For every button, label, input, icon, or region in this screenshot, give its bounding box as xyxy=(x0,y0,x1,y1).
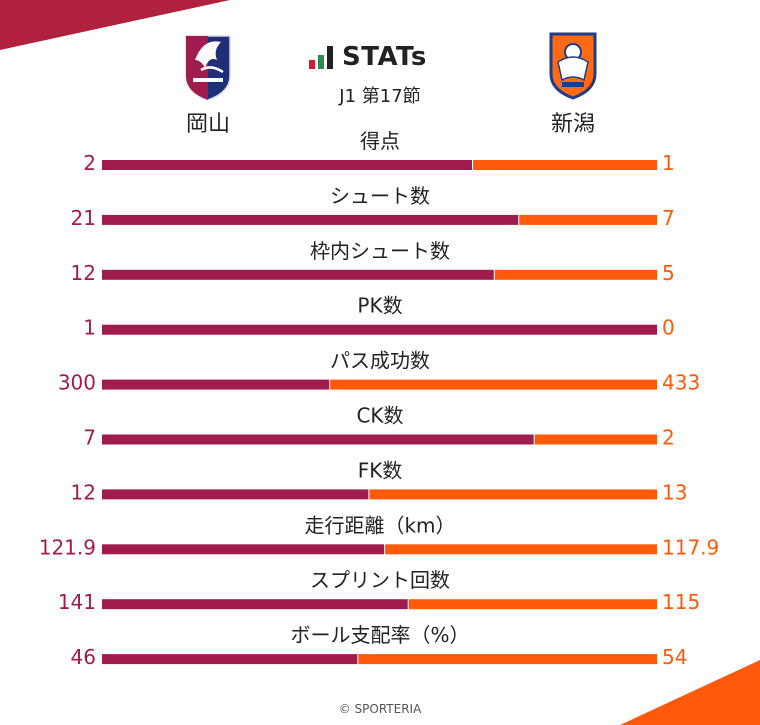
stats-brand: STATs xyxy=(308,42,427,72)
stat-label: スプリント回数 xyxy=(310,568,450,592)
fagiano-okayama-logo xyxy=(185,35,231,101)
away-value-label: 117.9 xyxy=(662,535,719,559)
home-value-label: 46 xyxy=(71,645,96,669)
away-bar xyxy=(408,599,657,610)
match-round: J1 第17節 xyxy=(339,86,421,107)
home-bar xyxy=(102,160,472,170)
home-value-label: 2 xyxy=(83,151,96,175)
away-value-label: 115 xyxy=(662,590,700,614)
stat-label: CK数 xyxy=(356,404,403,428)
stats-bars-icon xyxy=(309,46,333,69)
away-bar xyxy=(385,544,657,555)
home-value-label: 300 xyxy=(58,371,96,395)
home-bar xyxy=(102,489,369,500)
corner-accent-bottom-right xyxy=(620,660,760,725)
home-bar xyxy=(102,599,408,610)
stat-label: 枠内シュート数 xyxy=(310,239,450,263)
stat-label: FK数 xyxy=(358,458,403,482)
away-bar xyxy=(369,489,657,500)
away-value-label: 0 xyxy=(662,316,675,340)
away-value-label: 13 xyxy=(662,480,687,504)
away-bar xyxy=(519,214,657,225)
home-bar xyxy=(102,544,385,555)
away-bar xyxy=(473,160,657,170)
away-value-label: 1 xyxy=(662,151,675,175)
away-team-name: 新潟 xyxy=(550,112,595,137)
home-value-label: 7 xyxy=(83,426,96,450)
stat-label: パス成功数 xyxy=(330,349,430,373)
stat-label: PK数 xyxy=(357,294,402,318)
stat-label: 得点 xyxy=(360,129,400,153)
away-value-label: 2 xyxy=(662,426,675,450)
albirex-niigata-logo xyxy=(549,32,597,100)
home-bar xyxy=(102,324,657,335)
home-bar xyxy=(102,269,494,280)
away-value-label: 433 xyxy=(662,371,700,395)
footer-credit: © SPORTERIA xyxy=(338,702,422,716)
stat-label: シュート数 xyxy=(330,184,430,208)
home-value-label: 1 xyxy=(83,316,96,340)
away-value-label: 7 xyxy=(662,206,675,230)
home-value-label: 121.9 xyxy=(39,535,96,559)
corner-accent-top-left xyxy=(0,0,230,50)
home-team-name: 岡山 xyxy=(185,112,230,137)
away-bar xyxy=(330,379,657,390)
stat-label: 走行距離（km） xyxy=(304,513,455,537)
home-bar xyxy=(102,654,358,665)
home-value-label: 12 xyxy=(71,480,96,504)
stat-label: ボール支配率（%） xyxy=(290,623,469,647)
stats-title: STATs xyxy=(342,42,427,72)
away-bar xyxy=(494,269,657,280)
home-value-label: 21 xyxy=(71,206,96,230)
home-value-label: 141 xyxy=(58,590,96,614)
home-bar xyxy=(102,214,519,225)
header: 岡山 STATs J1 第17節 新潟 xyxy=(0,0,760,140)
away-value-label: 54 xyxy=(662,645,687,669)
home-value-label: 12 xyxy=(71,261,96,285)
away-value-label: 5 xyxy=(662,261,675,285)
away-bar xyxy=(534,434,657,445)
away-bar xyxy=(358,654,657,665)
home-bar xyxy=(102,379,330,390)
home-bar xyxy=(102,434,534,445)
